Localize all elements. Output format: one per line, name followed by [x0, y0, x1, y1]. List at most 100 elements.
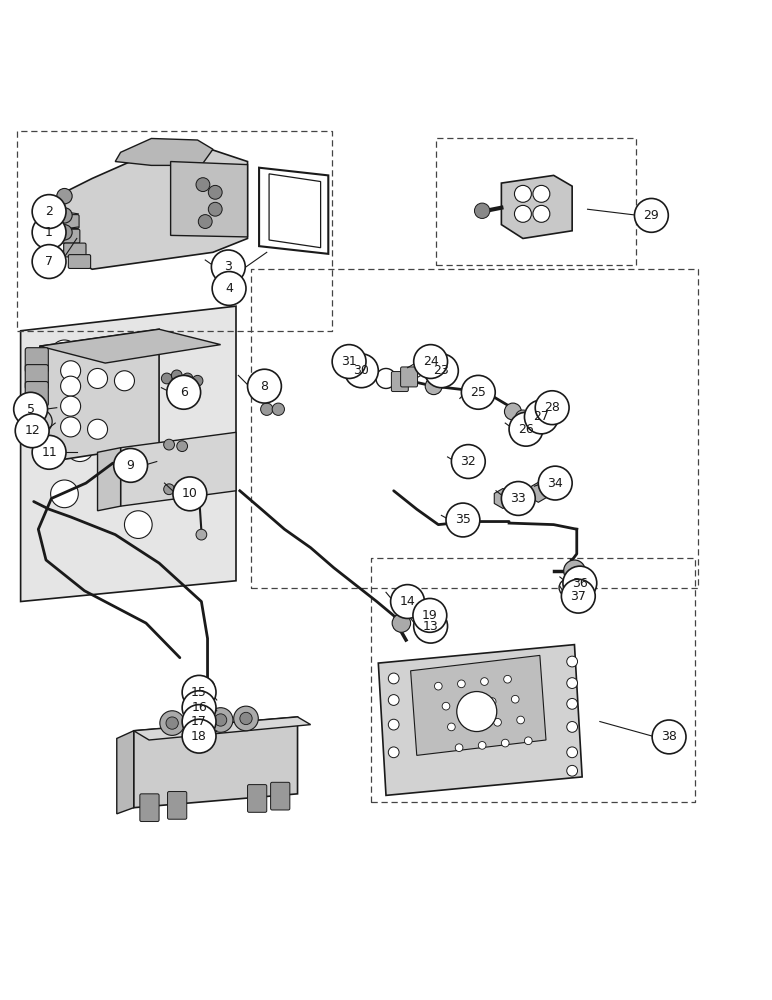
Circle shape: [196, 529, 207, 540]
Circle shape: [392, 614, 411, 632]
Text: 33: 33: [510, 492, 527, 505]
Circle shape: [167, 375, 201, 409]
Circle shape: [51, 480, 78, 508]
Circle shape: [388, 695, 399, 705]
Text: 35: 35: [455, 513, 471, 526]
Circle shape: [32, 245, 66, 278]
Circle shape: [448, 723, 455, 731]
Circle shape: [514, 185, 531, 202]
Polygon shape: [120, 432, 236, 506]
Circle shape: [414, 609, 448, 643]
Circle shape: [567, 765, 577, 776]
Circle shape: [458, 680, 466, 688]
FancyBboxPatch shape: [58, 229, 80, 243]
Polygon shape: [40, 329, 221, 363]
Circle shape: [122, 462, 154, 495]
Text: 30: 30: [354, 364, 369, 377]
Circle shape: [503, 675, 511, 683]
Text: 16: 16: [191, 701, 207, 714]
Circle shape: [57, 225, 72, 240]
Circle shape: [388, 719, 399, 730]
Circle shape: [28, 409, 52, 434]
Text: 38: 38: [661, 730, 677, 743]
Text: 11: 11: [41, 446, 57, 459]
Circle shape: [196, 178, 210, 192]
Text: 26: 26: [518, 423, 534, 436]
Circle shape: [533, 185, 550, 202]
Circle shape: [57, 208, 72, 223]
Text: 28: 28: [544, 401, 560, 414]
Circle shape: [567, 678, 577, 688]
Circle shape: [161, 373, 172, 384]
Circle shape: [114, 371, 134, 391]
Circle shape: [528, 409, 543, 425]
Circle shape: [124, 511, 152, 538]
Circle shape: [652, 720, 686, 754]
Polygon shape: [494, 488, 512, 508]
Circle shape: [208, 185, 222, 199]
Circle shape: [212, 272, 246, 305]
Circle shape: [201, 692, 215, 705]
Polygon shape: [411, 655, 546, 755]
Circle shape: [234, 706, 259, 731]
Circle shape: [524, 737, 532, 745]
Text: 25: 25: [470, 386, 486, 399]
Circle shape: [189, 715, 201, 728]
Circle shape: [201, 704, 215, 718]
Circle shape: [489, 698, 496, 705]
Text: 32: 32: [460, 455, 476, 468]
Polygon shape: [40, 329, 159, 463]
Circle shape: [91, 353, 111, 373]
Circle shape: [87, 368, 107, 388]
Circle shape: [635, 198, 669, 232]
FancyBboxPatch shape: [248, 785, 267, 812]
Circle shape: [504, 403, 521, 420]
FancyBboxPatch shape: [68, 255, 90, 268]
Polygon shape: [117, 731, 134, 814]
Circle shape: [14, 392, 48, 426]
Circle shape: [567, 698, 577, 709]
Text: 17: 17: [191, 715, 207, 728]
Circle shape: [501, 739, 509, 747]
Polygon shape: [97, 448, 120, 511]
Text: 7: 7: [45, 255, 53, 268]
Circle shape: [208, 708, 233, 732]
Text: 1: 1: [45, 226, 53, 239]
Circle shape: [160, 711, 185, 735]
Text: 8: 8: [260, 380, 269, 393]
Circle shape: [32, 435, 66, 469]
Circle shape: [388, 673, 399, 684]
Circle shape: [198, 215, 212, 228]
Circle shape: [516, 716, 524, 724]
Circle shape: [118, 389, 158, 429]
Circle shape: [332, 345, 366, 378]
Polygon shape: [501, 175, 572, 238]
Text: 2: 2: [45, 205, 53, 218]
Circle shape: [61, 376, 80, 396]
Circle shape: [164, 439, 174, 450]
Circle shape: [481, 678, 489, 685]
Circle shape: [540, 400, 555, 415]
Circle shape: [32, 195, 66, 228]
Circle shape: [567, 747, 577, 758]
Circle shape: [57, 188, 72, 204]
Text: 24: 24: [423, 355, 438, 368]
Text: 29: 29: [644, 209, 659, 222]
Circle shape: [418, 609, 434, 625]
Text: 31: 31: [341, 355, 357, 368]
Circle shape: [462, 375, 495, 409]
FancyBboxPatch shape: [140, 794, 159, 822]
Text: 9: 9: [127, 459, 134, 472]
Circle shape: [457, 692, 496, 732]
Text: 5: 5: [26, 403, 35, 416]
Circle shape: [177, 482, 188, 493]
Circle shape: [435, 682, 442, 690]
Polygon shape: [21, 306, 236, 602]
Circle shape: [466, 700, 473, 708]
Circle shape: [479, 742, 486, 749]
FancyBboxPatch shape: [391, 372, 408, 392]
FancyBboxPatch shape: [25, 382, 49, 406]
Text: 34: 34: [547, 477, 563, 490]
Circle shape: [182, 719, 216, 753]
Circle shape: [533, 205, 550, 222]
